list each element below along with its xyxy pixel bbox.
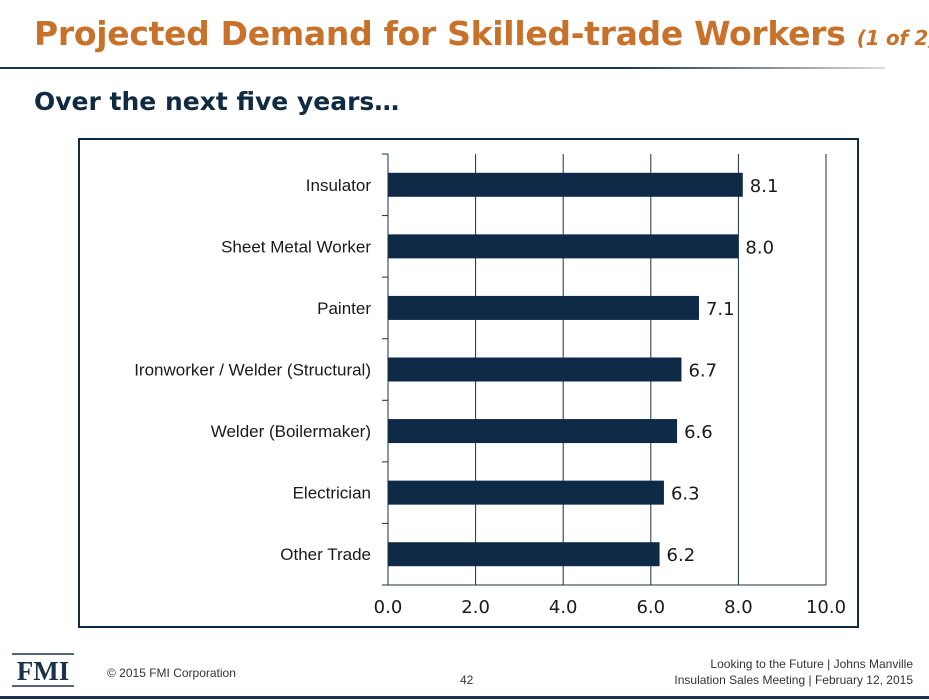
copyright: © 2015 FMI Corporation bbox=[107, 666, 236, 680]
slide-title: Projected Demand for Skilled-trade Worke… bbox=[34, 14, 929, 53]
value-label: 7.1 bbox=[706, 299, 735, 320]
x-tick-label: 8.0 bbox=[724, 597, 753, 618]
value-label: 6.2 bbox=[667, 545, 696, 566]
bar bbox=[388, 357, 682, 382]
x-tick-label: 2.0 bbox=[461, 597, 490, 618]
value-label: 8.0 bbox=[745, 237, 774, 258]
bar bbox=[388, 172, 743, 197]
category-label: Other Trade bbox=[280, 545, 371, 564]
category-label: Sheet Metal Worker bbox=[221, 237, 371, 256]
x-tick-label: 4.0 bbox=[549, 597, 578, 618]
fmi-logo: FMI bbox=[12, 653, 74, 687]
bar bbox=[388, 295, 699, 320]
bar-chart: 0.0 2.0 4.0 6.0 8.0 10.0 Insulator 8.1 Sheet Met… bbox=[134, 153, 846, 618]
footer-info: Looking to the Future | Johns Manville I… bbox=[674, 656, 913, 688]
bar bbox=[388, 480, 664, 505]
x-tick-label: 0.0 bbox=[374, 597, 403, 618]
x-tick-label: 6.0 bbox=[636, 597, 665, 618]
category-label: Electrician bbox=[293, 484, 371, 503]
page-number: 42 bbox=[460, 673, 474, 687]
value-label: 8.1 bbox=[750, 176, 779, 197]
category-label: Welder (Boilermaker) bbox=[211, 422, 371, 441]
value-label: 6.6 bbox=[684, 422, 713, 443]
title-divider bbox=[0, 67, 885, 69]
bar bbox=[388, 234, 739, 259]
footer-line-1: Looking to the Future | Johns Manville bbox=[710, 657, 913, 671]
slide-title-part: (1 of 2) bbox=[856, 26, 929, 50]
category-label: Insulator bbox=[306, 176, 372, 195]
footer-line-2: Insulation Sales Meeting | February 12, … bbox=[674, 673, 913, 687]
slide-title-text: Projected Demand for Skilled-trade Worke… bbox=[34, 14, 846, 53]
value-label: 6.7 bbox=[688, 361, 717, 382]
bar bbox=[388, 542, 660, 567]
category-label: Ironworker / Welder (Structural) bbox=[134, 361, 371, 380]
category-label: Painter bbox=[317, 299, 371, 318]
slide-subtitle: Over the next five years… bbox=[34, 87, 400, 116]
chart-frame: 0.0 2.0 4.0 6.0 8.0 10.0 Insulator 8.1 Sheet Met… bbox=[78, 138, 859, 628]
value-label: 6.3 bbox=[671, 484, 700, 505]
logo-text: FMI bbox=[17, 656, 69, 686]
x-tick-label: 10.0 bbox=[806, 597, 846, 618]
bar bbox=[388, 419, 678, 444]
bottom-divider bbox=[0, 696, 929, 699]
